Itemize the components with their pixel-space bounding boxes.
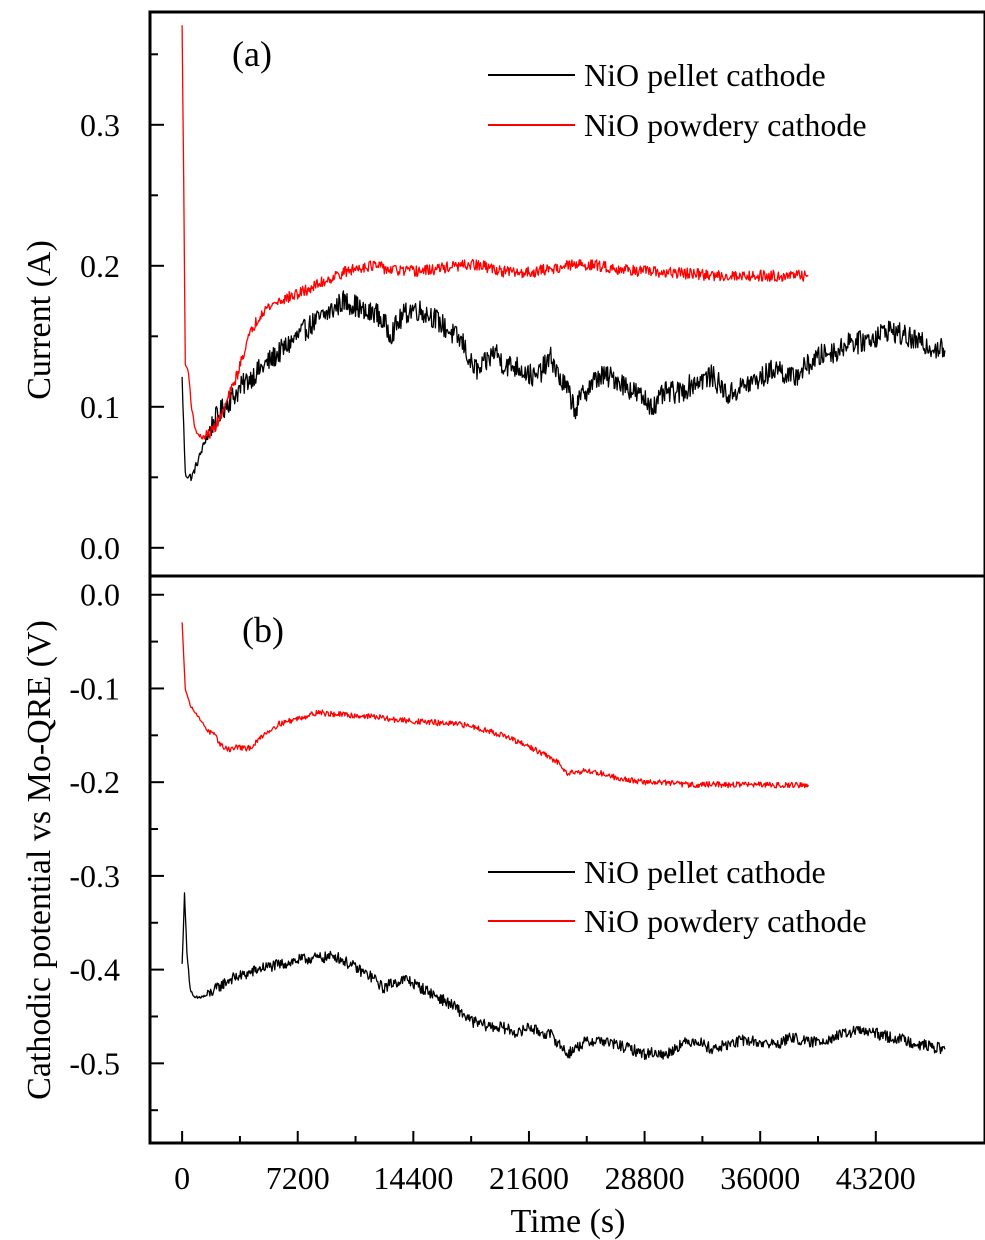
x-tick-label-3: 21600 <box>489 1160 569 1196</box>
panel-a-current: 0.0 0.1 0.2 0.3 (a) Current (A) NiO pellet … <box>21 10 985 578</box>
legend-a-label-pellet: NiO pellet cathode <box>584 57 826 93</box>
y-tick-label-b-2: -0.2 <box>69 764 120 800</box>
panel-b-potential: 0.0 -0.1 -0.2 -0.3 -0.4 -0.5 0 7200 14400 21600 28… <box>21 574 985 1240</box>
panel-b-ticks: 0.0 -0.1 -0.2 -0.3 -0.4 -0.5 0 7200 14400 21600 28… <box>69 577 915 1196</box>
x-tick-label-4: 28800 <box>605 1160 685 1196</box>
y-tick-label-a-1: 0.1 <box>80 389 120 425</box>
legend-a-label-powdery: NiO powdery cathode <box>584 107 867 143</box>
y-tick-label-b-0: 0.0 <box>80 577 120 613</box>
y-tick-label-b-5: -0.5 <box>69 1045 120 1081</box>
y-tick-label-a-0: 0.0 <box>80 530 120 566</box>
x-tick-label-2: 14400 <box>373 1160 453 1196</box>
panel-b-label: (b) <box>242 610 284 650</box>
series-line-a-pellet <box>181 290 946 482</box>
x-tick-label-1: 7200 <box>266 1160 330 1196</box>
panel-b-frame <box>148 574 985 1145</box>
y-tick-label-b-1: -0.1 <box>69 670 120 706</box>
series-line-b-pellet <box>181 892 946 1060</box>
panel-a-y-axis-title: Current (A) <box>21 240 58 400</box>
panel-a-ticks: 0.0 0.1 0.2 0.3 <box>80 53 164 566</box>
x-tick-label-6: 43200 <box>836 1160 916 1196</box>
legend-b-label-powdery: NiO powdery cathode <box>584 903 867 939</box>
x-tick-label-0: 0 <box>174 1160 190 1196</box>
legend-b-label-pellet: NiO pellet cathode <box>584 854 826 890</box>
series-line-a-powdery <box>181 25 809 440</box>
panel-b-data-lines <box>181 622 946 1060</box>
x-axis-title: Time (s) <box>511 1203 626 1240</box>
panel-a-frame <box>148 10 985 578</box>
series-line-b-powdery <box>181 622 809 789</box>
y-tick-label-b-3: -0.3 <box>69 858 120 894</box>
x-tick-label-5: 36000 <box>720 1160 800 1196</box>
panel-b-y-axis-title: Cathodic potential vs Mo-QRE (V) <box>21 620 58 1100</box>
panel-a-legend: NiO pellet cathode NiO powdery cathode <box>488 57 867 143</box>
panel-b-legend: NiO pellet cathode NiO powdery cathode <box>488 854 867 939</box>
y-tick-label-a-3: 0.3 <box>80 107 120 143</box>
y-tick-label-b-4: -0.4 <box>69 952 120 988</box>
panel-a-data-lines <box>181 25 946 482</box>
y-tick-label-a-2: 0.2 <box>80 248 120 284</box>
panel-a-label: (a) <box>232 34 272 74</box>
